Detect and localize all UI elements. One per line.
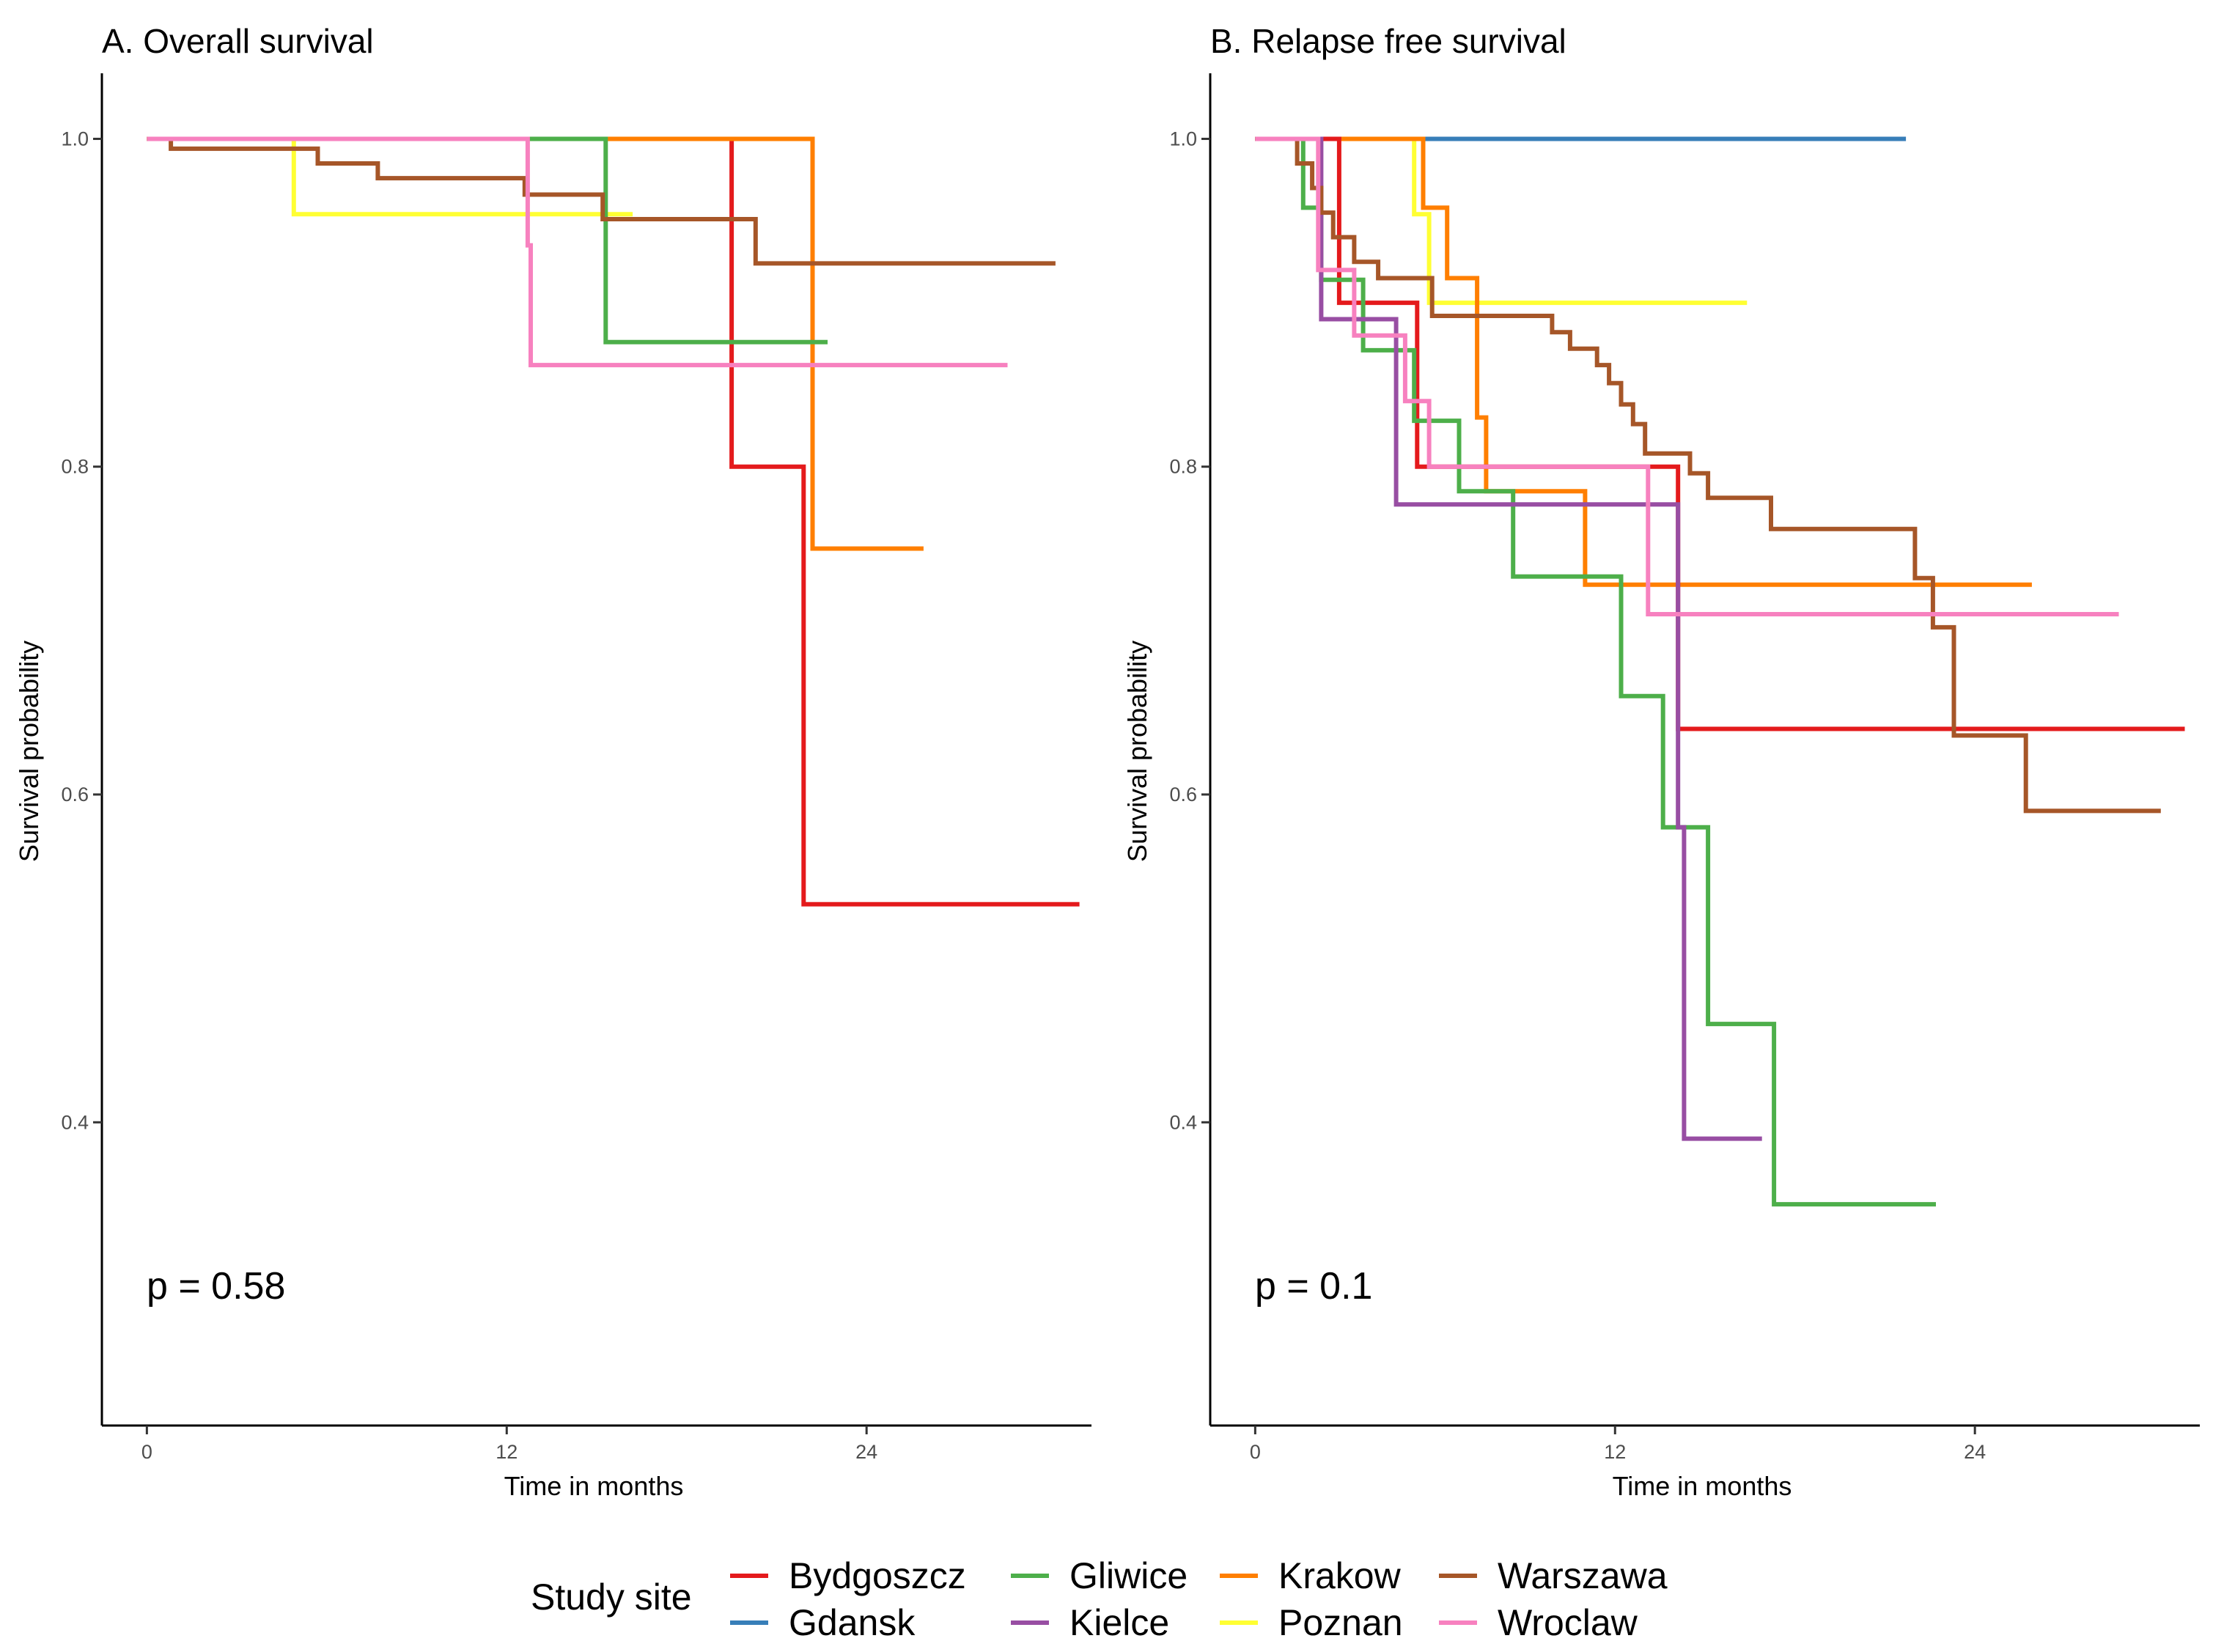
survival-curve-wroclaw <box>147 136 1008 368</box>
y-axis-title: Survival probability <box>14 641 44 862</box>
legend-item-bydgoszcz: Bydgoszcz <box>730 1555 966 1596</box>
legend-item-kielce: Kielce <box>1011 1602 1169 1643</box>
y-tick-label: 0.6 <box>61 783 89 805</box>
x-tick-label: 24 <box>1964 1441 1986 1463</box>
legend-label: Poznan <box>1278 1602 1403 1643</box>
x-tick-label: 0 <box>141 1441 152 1463</box>
y-tick-label: 0.8 <box>61 456 89 478</box>
axis-ticks: 0 12 24 0.4 0.6 0.8 1.0 <box>61 128 877 1463</box>
y-tick-label: 1.0 <box>1169 128 1197 150</box>
survival-curves <box>147 136 1080 907</box>
legend-title: Study site <box>531 1577 692 1618</box>
y-tick-label: 0.8 <box>1169 456 1197 478</box>
survival-curve-warszawa <box>147 136 1056 266</box>
legend: Study site Bydgoszcz Gdansk Gliwice Kielce K… <box>531 1555 1668 1643</box>
legend-item-warszawa: Warszawa <box>1439 1555 1668 1596</box>
p-value-label: p = 0.1 <box>1255 1265 1372 1308</box>
survival-curves <box>1255 136 2185 1207</box>
legend-label: Gliwice <box>1069 1555 1187 1596</box>
survival-curve-warszawa <box>1255 136 2161 814</box>
legend-label: Wroclaw <box>1498 1602 1638 1643</box>
legend-label: Krakow <box>1278 1555 1402 1596</box>
survival-curve-kielce <box>1255 136 1762 1141</box>
survival-curve-gliwice <box>147 136 828 344</box>
legend-label: Kielce <box>1069 1602 1169 1643</box>
panel-relapse-free-survival: B. Relapse free survival 0 12 24 0.4 0.6 0.8 1… <box>1122 22 2200 1501</box>
legend-label: Warszawa <box>1498 1555 1668 1596</box>
axis-ticks: 0 12 24 0.4 0.6 0.8 1.0 <box>1169 128 1986 1463</box>
legend-item-gdansk: Gdansk <box>730 1602 916 1643</box>
x-tick-label: 12 <box>496 1441 518 1463</box>
x-tick-label: 0 <box>1250 1441 1261 1463</box>
survival-curve-krakow <box>1255 136 2032 587</box>
p-value-label: p = 0.58 <box>147 1265 285 1308</box>
legend-item-poznan: Poznan <box>1220 1602 1403 1643</box>
survival-curve-bydgoszcz <box>147 136 1080 907</box>
legend-label: Gdansk <box>789 1602 916 1643</box>
panel-title: B. Relapse free survival <box>1210 22 1566 60</box>
panel-title: A. Overall survival <box>102 22 374 60</box>
x-axis-title: Time in months <box>1613 1471 1792 1501</box>
legend-item-gliwice: Gliwice <box>1011 1555 1187 1596</box>
y-tick-label: 1.0 <box>61 128 89 150</box>
legend-label: Bydgoszcz <box>789 1555 966 1596</box>
panel-overall-survival: A. Overall survival 0 12 24 0.4 0.6 0.8 1.0 Ti… <box>14 22 1091 1501</box>
survival-curve-wroclaw <box>1255 136 2119 616</box>
x-axis-title: Time in months <box>504 1471 684 1501</box>
survival-curve-gliwice <box>1255 136 1936 1207</box>
x-tick-label: 12 <box>1604 1441 1626 1463</box>
y-tick-label: 0.6 <box>1169 783 1197 805</box>
legend-item-wroclaw: Wroclaw <box>1439 1602 1638 1643</box>
legend-item-krakow: Krakow <box>1220 1555 1402 1596</box>
y-tick-label: 0.4 <box>1169 1111 1197 1133</box>
y-axis-title: Survival probability <box>1122 641 1152 862</box>
x-tick-label: 24 <box>855 1441 877 1463</box>
y-tick-label: 0.4 <box>61 1111 89 1133</box>
